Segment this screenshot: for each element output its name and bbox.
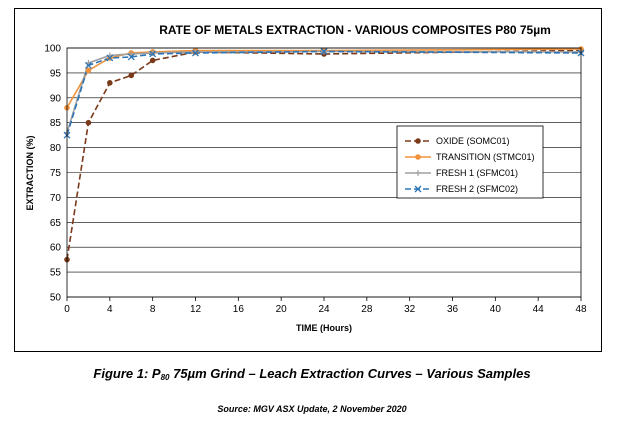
x-tick-label: 8 [150, 304, 156, 315]
legend: OXIDE (SOMC01) TRANSITION (STMC01) FRESH 1… [396, 125, 544, 199]
data-point [85, 119, 92, 126]
legend-label: FRESH 2 (SFMC02) [436, 184, 518, 194]
plot-area-border [66, 47, 582, 298]
y-tick-label: 65 [50, 218, 62, 229]
data-point [84, 61, 92, 69]
x-tick-label: 0 [64, 304, 70, 315]
caption-suffix: 75µm Grind – Leach Extraction Curves – V… [169, 366, 531, 381]
figure-frame: RATE OF METALS EXTRACTION - VARIOUS COMP… [14, 8, 602, 352]
series-line-3 [66, 50, 582, 136]
y-tick-label: 55 [50, 268, 62, 279]
x-tick-label: 4 [107, 304, 113, 315]
x-tick-label: 32 [404, 304, 416, 315]
x-tick-label: 36 [447, 304, 459, 315]
legend-marker [414, 185, 422, 193]
x-tick-label: 44 [533, 304, 545, 315]
x-tick-label: 20 [276, 304, 288, 315]
data-point [128, 50, 135, 57]
series-line-0 [66, 49, 582, 260]
y-tick-label: 90 [50, 93, 62, 104]
x-tick-label: 24 [318, 304, 330, 315]
y-tick-label: 100 [44, 44, 61, 55]
data-point [192, 48, 199, 55]
y-tick-label: 50 [50, 293, 62, 304]
legend-marker [415, 154, 421, 160]
y-tick-label: 85 [50, 118, 62, 129]
data-point [149, 57, 156, 64]
data-point [127, 53, 135, 61]
chart: RATE OF METALS EXTRACTION - VARIOUS COMP… [25, 23, 587, 333]
legend-label: FRESH 1 (SFMC01) [436, 168, 518, 178]
data-point [149, 50, 157, 58]
x-tick-label: 40 [490, 304, 502, 315]
data-point [320, 48, 328, 55]
figure-caption: Figure 1: P80 75µm Grind – Leach Extract… [0, 366, 624, 382]
x-tick-label: 28 [361, 304, 373, 315]
chart-title: RATE OF METALS EXTRACTION - VARIOUS COMP… [159, 23, 551, 37]
data-point [192, 49, 199, 57]
y-tick-label: 95 [50, 68, 62, 79]
x-tick-label: 16 [233, 304, 245, 315]
data-point [85, 67, 92, 74]
y-axis-label: EXTRACTION (%) [25, 136, 35, 211]
data-point [106, 54, 114, 62]
legend-marker [415, 138, 421, 144]
series-line-2 [66, 50, 582, 133]
source-note: Source: MGV ASX Update, 2 November 2020 [217, 404, 407, 414]
caption-subscript: 80 [160, 373, 170, 382]
data-point [107, 80, 113, 86]
legend-label: OXIDE (SOMC01) [436, 136, 510, 146]
x-tick-label: 12 [190, 304, 202, 315]
y-tick-label: 60 [50, 243, 62, 254]
y-tick-label: 75 [50, 168, 62, 179]
legend-marker [415, 170, 421, 176]
data-point [149, 49, 156, 56]
y-tick-label: 80 [50, 143, 62, 154]
data-point [128, 72, 135, 79]
caption-prefix: Figure 1: P [93, 366, 161, 381]
x-tick-label: 48 [575, 304, 587, 315]
y-tick-label: 70 [50, 193, 62, 204]
series-line-1 [66, 48, 582, 109]
legend-box [396, 125, 544, 199]
x-axis-label: TIME (Hours) [296, 323, 352, 333]
legend-label: TRANSITION (STMC01) [436, 152, 535, 162]
